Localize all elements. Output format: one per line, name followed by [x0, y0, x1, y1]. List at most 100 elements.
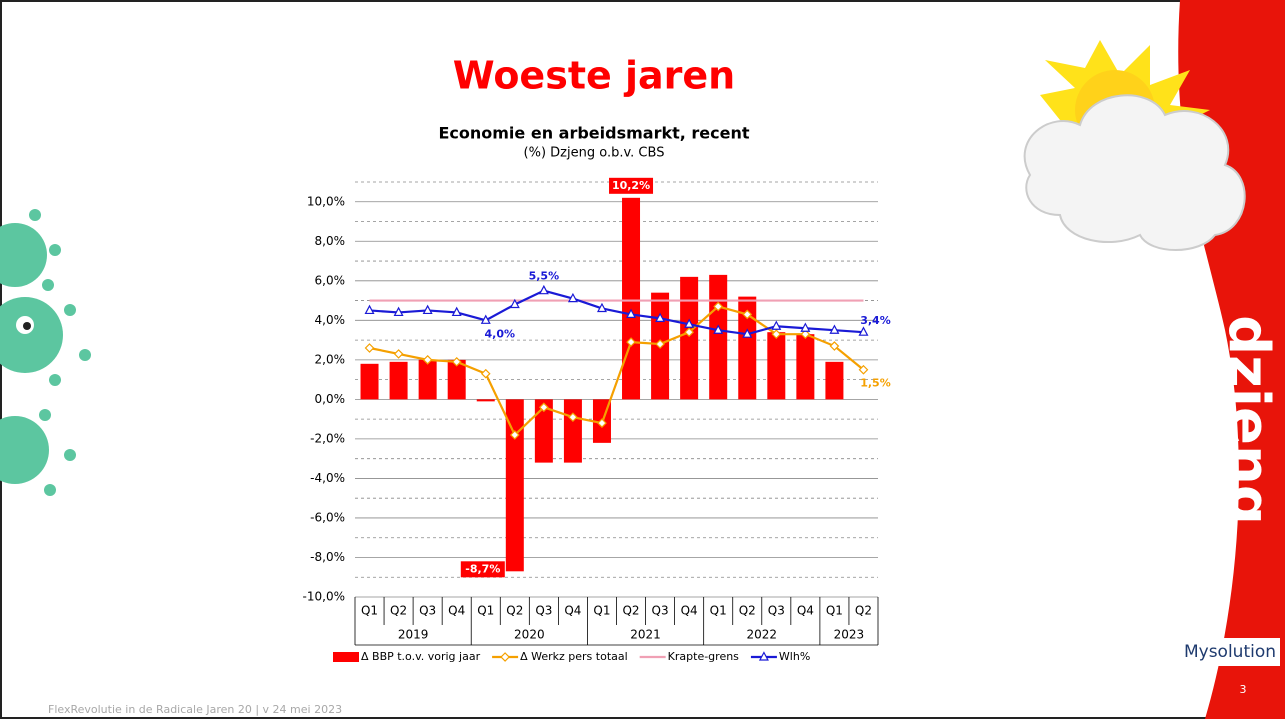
value-label: 3,4% [860, 314, 891, 327]
value-label: 4,0% [484, 327, 515, 340]
x-tick-label: Q4 [797, 604, 814, 618]
bar [738, 296, 757, 400]
line-marker [758, 651, 769, 661]
bar [709, 274, 728, 400]
bar [447, 359, 466, 400]
line-marker [568, 412, 578, 423]
value-label-box [609, 177, 654, 194]
x-group-label: 2020 [514, 628, 545, 642]
x-tick-label: Q3 [768, 604, 785, 618]
bar [534, 399, 553, 463]
value-label: 1,5% [860, 377, 891, 390]
line-marker [393, 349, 404, 359]
line-marker [509, 298, 520, 309]
line-marker [713, 324, 724, 334]
page-number: 3 [1240, 683, 1247, 696]
virus-decoration [0, 209, 91, 496]
line-marker [451, 356, 462, 367]
x-tick-label: Q2 [506, 604, 523, 618]
line-marker [500, 652, 510, 662]
x-tick-label: Q1 [710, 604, 727, 618]
x-tick-label: Q4 [681, 604, 698, 618]
sun-cloud [1023, 40, 1246, 251]
line-marker [567, 292, 578, 303]
line-marker [655, 312, 666, 322]
y-tick-label: 0,0% [315, 392, 346, 406]
bar [360, 363, 379, 400]
line-series [364, 301, 869, 440]
bar [825, 361, 844, 400]
x-tick-label: Q1 [361, 604, 378, 618]
line-marker [829, 341, 840, 351]
line-series [364, 284, 869, 338]
line-marker [858, 326, 869, 336]
x-group-label: 2023 [834, 628, 865, 642]
y-tick-label: 6,0% [315, 273, 346, 287]
line-marker [393, 306, 404, 317]
bar [680, 276, 699, 400]
bar [389, 361, 408, 400]
line-marker [800, 329, 811, 340]
line-marker [713, 301, 724, 312]
value-label: 5,5% [529, 270, 560, 283]
x-group-label: 2022 [747, 628, 778, 642]
x-tick-label: Q1 [477, 604, 494, 618]
x-tick-label: Q4 [564, 604, 581, 618]
bar [418, 359, 437, 400]
footer: FlexRevolutie in de Radicale Jaren 20 | … [48, 703, 342, 716]
line-marker [742, 309, 753, 320]
x-tick-label: Q2 [622, 604, 639, 618]
line-marker [655, 339, 665, 349]
x-tick-label: Q1 [826, 604, 843, 618]
value-label: 10,2% [612, 179, 650, 192]
x-tick-label: Q1 [593, 604, 610, 618]
x-tick-label: Q2 [390, 604, 407, 618]
brand-box [1180, 638, 1280, 666]
line-marker [800, 322, 811, 332]
line-marker [364, 304, 375, 315]
y-tick-label: -4,0% [310, 471, 345, 485]
bar [563, 399, 582, 463]
y-tick-label: 8,0% [315, 234, 346, 248]
bar [476, 399, 495, 402]
logo: dzjeng [1216, 315, 1281, 525]
line-marker [364, 343, 375, 353]
line-marker [742, 328, 753, 338]
y-tick-label: -6,0% [310, 510, 345, 524]
line-marker [597, 418, 607, 428]
x-tick-label: Q3 [535, 604, 552, 618]
line-marker [422, 355, 433, 365]
legend-label: Δ BBP t.o.v. vorig jaar [361, 650, 481, 663]
line-marker [538, 284, 549, 295]
line-marker [858, 364, 869, 375]
y-tick-label: -8,0% [310, 550, 345, 564]
line-marker [626, 337, 636, 347]
y-tick-label: -10,0% [303, 590, 345, 604]
value-label: -8,7% [465, 562, 500, 575]
line-marker [539, 402, 549, 413]
bar [622, 197, 641, 400]
legend-label: Krapte-grens [668, 650, 740, 663]
legend-label: Δ Werkz pers totaal [520, 650, 628, 663]
line-marker [509, 430, 520, 440]
x-tick-label: Q3 [652, 604, 669, 618]
y-tick-label: 2,0% [315, 352, 346, 366]
x-tick-label: Q2 [739, 604, 756, 618]
slide-title: Woeste jaren [453, 54, 735, 98]
legend-label: Wlh% [779, 650, 810, 663]
legend-swatch [333, 652, 359, 662]
line-marker [771, 329, 782, 340]
line-marker [480, 368, 491, 379]
line-marker [451, 306, 462, 317]
line-marker [684, 327, 694, 338]
x-group-label: 2019 [398, 628, 429, 642]
x-tick-label: Q4 [448, 604, 465, 618]
bar [505, 399, 524, 572]
line-marker [626, 308, 637, 319]
chart-subtitle: (%) Dzjeng o.b.v. CBS [524, 146, 665, 161]
line-marker [829, 324, 840, 334]
line-marker [480, 314, 491, 324]
value-label-box [460, 561, 505, 578]
line [369, 289, 864, 336]
